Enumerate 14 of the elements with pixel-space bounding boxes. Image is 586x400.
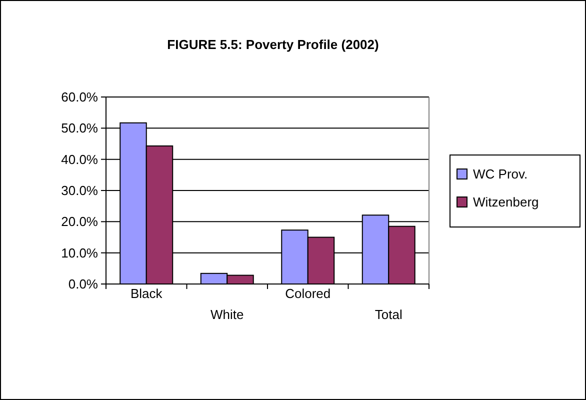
- y-tick-label: 30.0%: [61, 183, 98, 198]
- legend-label: WC Prov.: [473, 166, 528, 182]
- y-tick-label: 10.0%: [61, 245, 98, 260]
- x-tick-label: White: [210, 307, 244, 322]
- y-tick-label: 20.0%: [61, 214, 98, 230]
- x-tick-label: Colored: [285, 286, 331, 301]
- y-tick-label: 40.0%: [61, 152, 98, 167]
- y-tick-label: 60.0%: [61, 90, 98, 105]
- x-tick-label: Total: [374, 307, 402, 322]
- y-tick-label: 50.0%: [61, 120, 98, 136]
- y-tick-label: 0.0%: [68, 276, 98, 292]
- chart-title: FIGURE 5.5: Poverty Profile (2002): [167, 37, 379, 52]
- legend-label: Witzenberg: [473, 194, 539, 210]
- x-tick-label: Black: [130, 286, 163, 301]
